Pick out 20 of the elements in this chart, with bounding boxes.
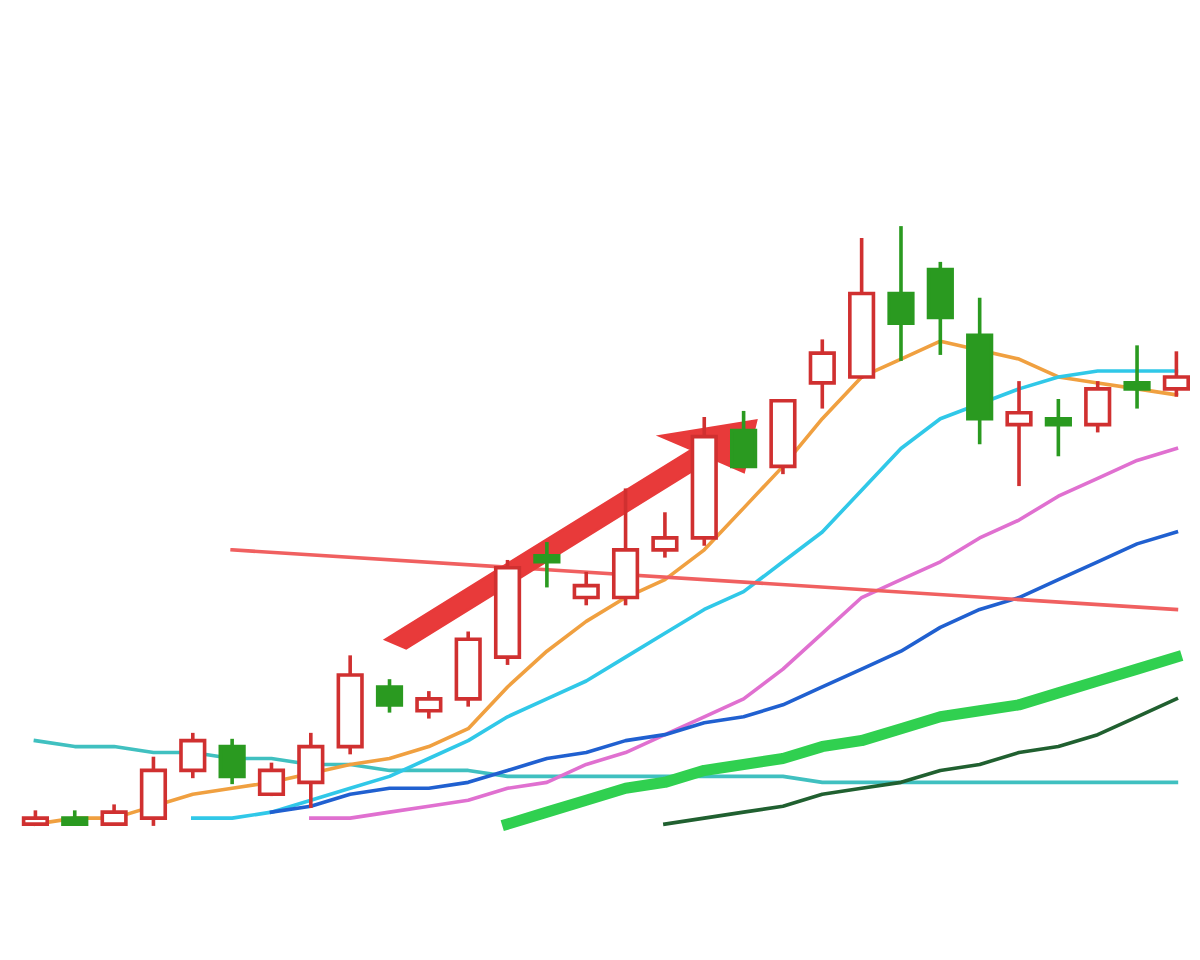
candlestick <box>1162 351 1191 397</box>
candlestick <box>1084 381 1112 433</box>
candlestick <box>808 339 836 409</box>
candlestick <box>729 410 758 469</box>
candlestick <box>572 571 600 606</box>
candlestick <box>887 226 915 361</box>
candlestick <box>375 679 404 713</box>
candlestick <box>651 512 679 558</box>
candlestick <box>1005 381 1033 487</box>
candlestick <box>926 261 954 355</box>
candlestick <box>297 732 325 808</box>
candlestick <box>218 738 246 785</box>
candlestick <box>611 488 640 606</box>
candlestick <box>257 762 286 797</box>
candlestick <box>533 542 561 588</box>
candlestick <box>1044 399 1072 457</box>
candlestick <box>1123 345 1151 409</box>
candlestick <box>139 756 168 826</box>
candlestick <box>179 732 207 779</box>
candlestick <box>415 691 443 719</box>
